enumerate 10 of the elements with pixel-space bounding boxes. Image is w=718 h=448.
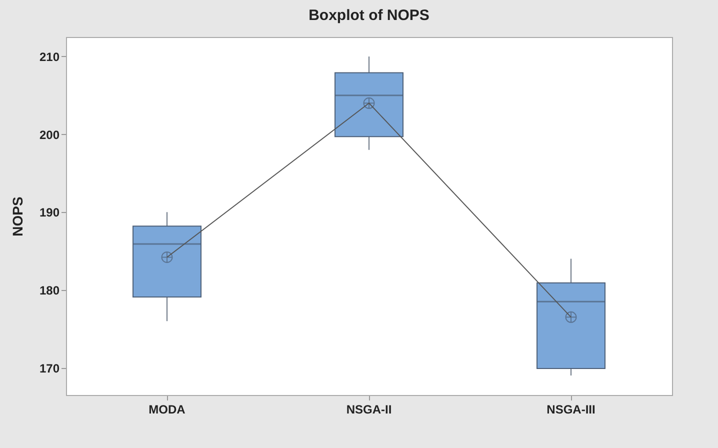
y-axis-title: NOPS	[9, 196, 26, 236]
y-tick-label: 190	[39, 206, 60, 220]
y-tick-label: 180	[39, 283, 60, 298]
chart-title: Boxplot of NOPS	[308, 7, 430, 24]
x-tick-label: NSGA-III	[546, 402, 596, 416]
x-tick-label: NSGA-II	[346, 402, 392, 416]
x-tick-label: MODA	[148, 402, 186, 416]
y-tick-label: 210	[39, 50, 60, 64]
y-tick-label: 170	[39, 361, 60, 376]
y-tick-label: 200	[39, 128, 60, 142]
